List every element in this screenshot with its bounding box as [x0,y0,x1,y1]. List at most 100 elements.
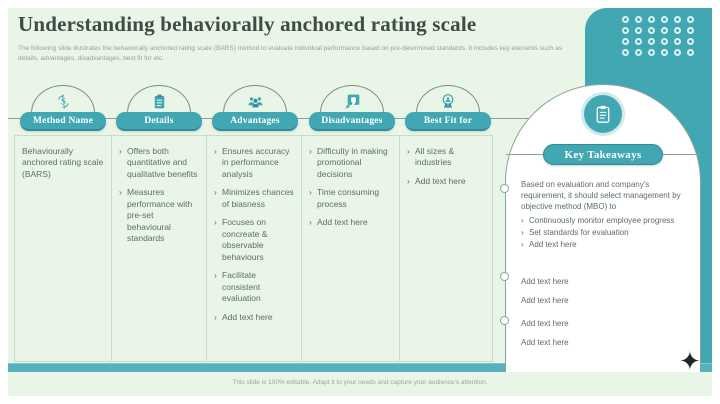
list-item-text: Continuously monitor employee progress [529,215,675,225]
list-item-text: All sizes & industries [415,146,455,168]
list-item: › Focuses on concreate & observable behav… [214,217,294,263]
dot-decoration [635,49,642,56]
list-item: Add text here [521,276,671,288]
dot-decoration [674,27,681,34]
svg-text:$: $ [61,97,66,108]
list-item: › Add text here [309,217,392,228]
table-cell-method-name: Behaviourally anchored rating scale (BAR… [15,136,111,361]
list-item: › Set standards for evaluation [521,227,691,238]
comparison-table: Behaviourally anchored rating scale (BAR… [14,135,493,362]
dot-decoration [687,16,694,23]
key-takeaways-intro: Based on evaluation and company's requir… [521,180,681,212]
slide-subtitle: The following slide illustrates the beha… [18,45,563,62]
list-item: › Add text here [214,312,294,323]
key-takeaways-add-text-group: Add text here Add text here [521,276,671,315]
dot-decoration [635,38,642,45]
list-item: › Minimizes chances of biasness [214,187,294,210]
key-takeaways-icon-circle [584,95,622,133]
column-header-pill: Best Fit for [405,112,491,131]
list-item-text: Facilitate consistent evaluation [222,270,261,304]
table-cell-best-fit-for: › All sizes & industries › Add text here [399,136,492,361]
list-item: Add text here [521,318,671,330]
sparkle-star-decoration: ✦ [679,346,701,376]
bullet-marker: › [407,146,410,156]
team-people-icon [247,97,263,108]
list-item-text: Set standards for evaluation [529,227,629,237]
list-item-text: Add text here [317,217,368,228]
dot-decoration [661,16,668,23]
bullet-marker: › [309,187,312,198]
bullet-marker: › [214,187,217,198]
list-item: › Difficulty in making promotional decisi… [309,146,392,180]
column-header-pill: Advantages [212,112,298,131]
list-item-text: Add text here [222,311,273,322]
list-item-text: Offers both quantitative and qualitative… [127,146,198,179]
table-cell-disadvantages: › Difficulty in making promotional decisi… [301,136,399,361]
bullet-marker: › [214,217,217,228]
list-item-text: Add text here [521,277,569,286]
list-item: › Continuously monitor employee progress [521,215,691,226]
list-item-text: Add text here [521,319,569,328]
bullet-marker: › [309,146,312,156]
list-item: Add text here [521,295,671,307]
key-takeaways-bullets: › Continuously monitor employee progress ›… [521,215,691,251]
key-takeaways-body: Based on evaluation and company's requir… [521,179,691,251]
thumbs-down-icon [344,94,359,109]
list-item-text: Add text here [521,296,569,306]
connector-ring [500,272,509,281]
bullet-marker: › [214,146,217,156]
checklist-document-icon [154,94,164,109]
dot-decoration [622,16,629,23]
dot-decoration [687,27,694,34]
bullet-marker: › [521,215,524,225]
bullet-marker: › [407,175,410,186]
list-item: › All sizes & industries [407,146,485,169]
clipboard-icon [596,105,610,123]
dot-decoration [648,27,655,34]
list-item-text: Focuses on concreate & observable behavi… [222,217,268,262]
list-item-text: Behaviourally anchored rating scale (BAR… [22,146,104,179]
list-item: › Offers both quantitative and qualitativ… [119,146,199,180]
list-item-text: Measures performance with pre-set behavi… [127,187,193,244]
dot-decoration [635,27,642,34]
list-item-text: Difficulty in making promotional decisio… [317,146,388,179]
dot-decoration [661,49,668,56]
bullet-marker: › [309,217,312,228]
dot-decoration [661,27,668,34]
header-dome [223,85,287,113]
list-item-text: Time consuming process [317,187,380,209]
footer-note: This slide is 100% editable. Adapt it to… [232,379,488,386]
page-title: Understanding behaviorally anchored rati… [18,12,477,36]
table-cell-details: › Offers both quantitative and qualitativ… [111,136,206,361]
key-takeaways-add-text-group: Add text here Add text here [521,318,671,357]
dot-decoration [635,16,642,23]
list-item: Behaviourally anchored rating scale (BAR… [22,146,104,180]
list-item: › Add text here [407,176,485,187]
dot-decoration [674,38,681,45]
table-cell-advantages: › Ensures accuracy in performance analysi… [206,136,301,361]
list-item: › Ensures accuracy in performance analysi… [214,146,294,180]
dot-decoration [622,38,629,45]
list-item-text: Add text here [529,239,577,249]
bullet-marker: › [521,239,524,249]
list-item: › Time consuming process [309,187,392,210]
dot-decoration [622,49,629,56]
bullet-marker: › [119,146,122,156]
dots-pattern-decoration [622,16,700,60]
dot-decoration [648,49,655,56]
dot-decoration [687,38,694,45]
bullet-marker: › [214,311,217,322]
list-item: › Add text here [521,239,691,250]
header-dome [127,85,191,113]
bottom-accent-stripe [8,363,712,372]
dot-decoration [622,27,629,34]
column-header-pill: Details [116,112,202,131]
dot-decoration [674,49,681,56]
dot-decoration [648,38,655,45]
list-item-text: Add text here [415,175,466,186]
bullet-marker: › [521,227,524,237]
bullet-marker: › [214,270,217,281]
connector-ring [500,316,509,325]
list-item-text: Add text here [521,338,569,348]
